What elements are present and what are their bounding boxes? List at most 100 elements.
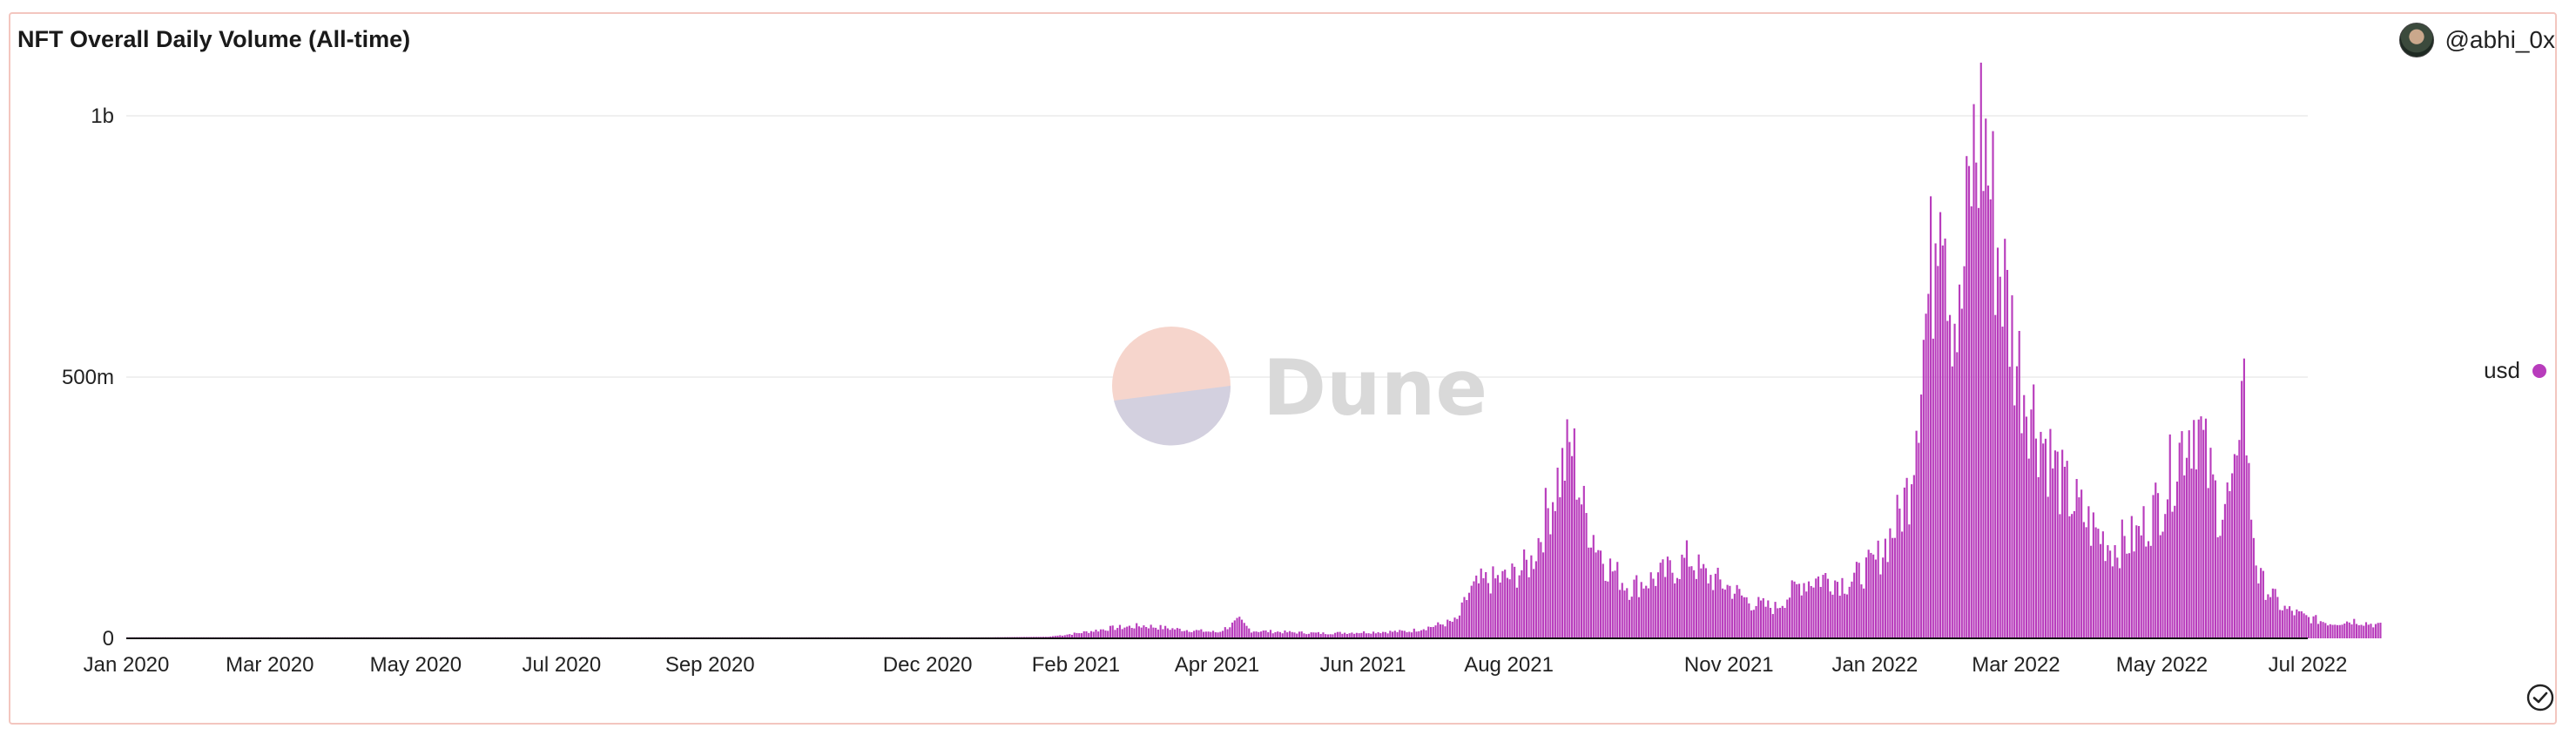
bar [1231,622,1234,638]
bar [1815,578,1817,638]
bar [1169,630,1171,638]
bar [1506,577,1508,638]
bar [2241,381,2243,638]
watermark-text: Dune [1263,343,1487,433]
bar [1080,633,1083,638]
bar [1571,455,1574,638]
bar [1078,633,1081,638]
bar [1736,584,1738,638]
bar [1243,623,1245,638]
bar [2260,568,2262,638]
bar [1419,630,1423,638]
x-tick-label: Nov 2021 [1684,653,1774,677]
bar [2212,474,2215,638]
bar [2104,561,2107,638]
bar [1915,430,1918,638]
bar [1238,617,1241,638]
bar [1822,575,1824,638]
bar [2008,367,2011,638]
bar [2040,431,2042,638]
bar [1920,394,1923,638]
bar [2233,454,2235,638]
check-circle-icon[interactable] [2525,683,2555,712]
bar [1597,550,1600,638]
bar [2188,430,2190,638]
bar [1370,633,1372,638]
x-tick-label: Mar 2020 [226,653,314,677]
bar [1716,567,1719,638]
bar [1851,581,1853,638]
bar [1458,615,1461,638]
bar [2223,503,2227,638]
bar [1635,575,1638,638]
bar [2059,514,2061,638]
bar [1099,629,1103,638]
bar [2377,623,2379,638]
bar [1633,579,1635,638]
bar [1733,593,1736,638]
bar [2357,624,2360,638]
bar [1288,630,1291,638]
bar [1466,600,1468,638]
bar [2075,479,2078,638]
bar [2123,536,2126,638]
legend[interactable]: usd [2484,357,2546,384]
bar [1537,537,1540,638]
bar [2033,384,2035,638]
legend-label: usd [2484,357,2520,383]
bar [1896,495,1898,638]
bar [1972,104,1975,638]
x-tick-label: May 2022 [2116,653,2208,677]
bar [2202,429,2205,638]
bar [2257,583,2260,638]
bar [1437,622,1440,638]
bar [1932,338,1934,638]
bar [1877,540,1879,638]
bar [1712,590,1715,638]
bar [2027,458,2030,638]
bar [1049,636,1052,638]
bar [1329,634,1332,638]
bar [2271,588,2274,638]
author-badge[interactable]: @abhi_0x [2399,23,2555,57]
bar [1183,630,1186,638]
bar [1652,578,1655,638]
bar [2053,450,2056,638]
bar [2303,613,2305,638]
bar [1470,585,1473,638]
bar [2310,623,2312,638]
bar [1656,572,1660,638]
bar [2082,522,2085,638]
bar [1582,485,1585,638]
bar [1410,632,1413,638]
bar [1344,632,1346,638]
bar [1741,595,1743,638]
bar [2338,624,2341,638]
x-tick-label: May 2020 [370,653,462,677]
bar [1088,632,1090,638]
bar [1334,632,1337,638]
bar [2316,624,2320,638]
bar [1726,584,1729,638]
bar [1155,627,1157,638]
bar [1642,588,1645,638]
bar [1748,603,1750,638]
bar [1305,634,1308,638]
bar [1704,568,1707,638]
bar [2155,482,2157,638]
bar [1649,572,1652,638]
bar [1145,626,1148,638]
bar [1310,632,1312,638]
bar [2207,488,2209,638]
bar [1393,630,1396,638]
x-tick-label: Jan 2022 [1831,653,1918,677]
bar [2334,624,2337,638]
bar [2343,624,2346,638]
bar [1683,557,1686,638]
bar [2252,537,2255,638]
bar [1460,602,1463,638]
bar [1325,634,1327,638]
bar [1492,566,1494,638]
bar [1319,633,1322,638]
